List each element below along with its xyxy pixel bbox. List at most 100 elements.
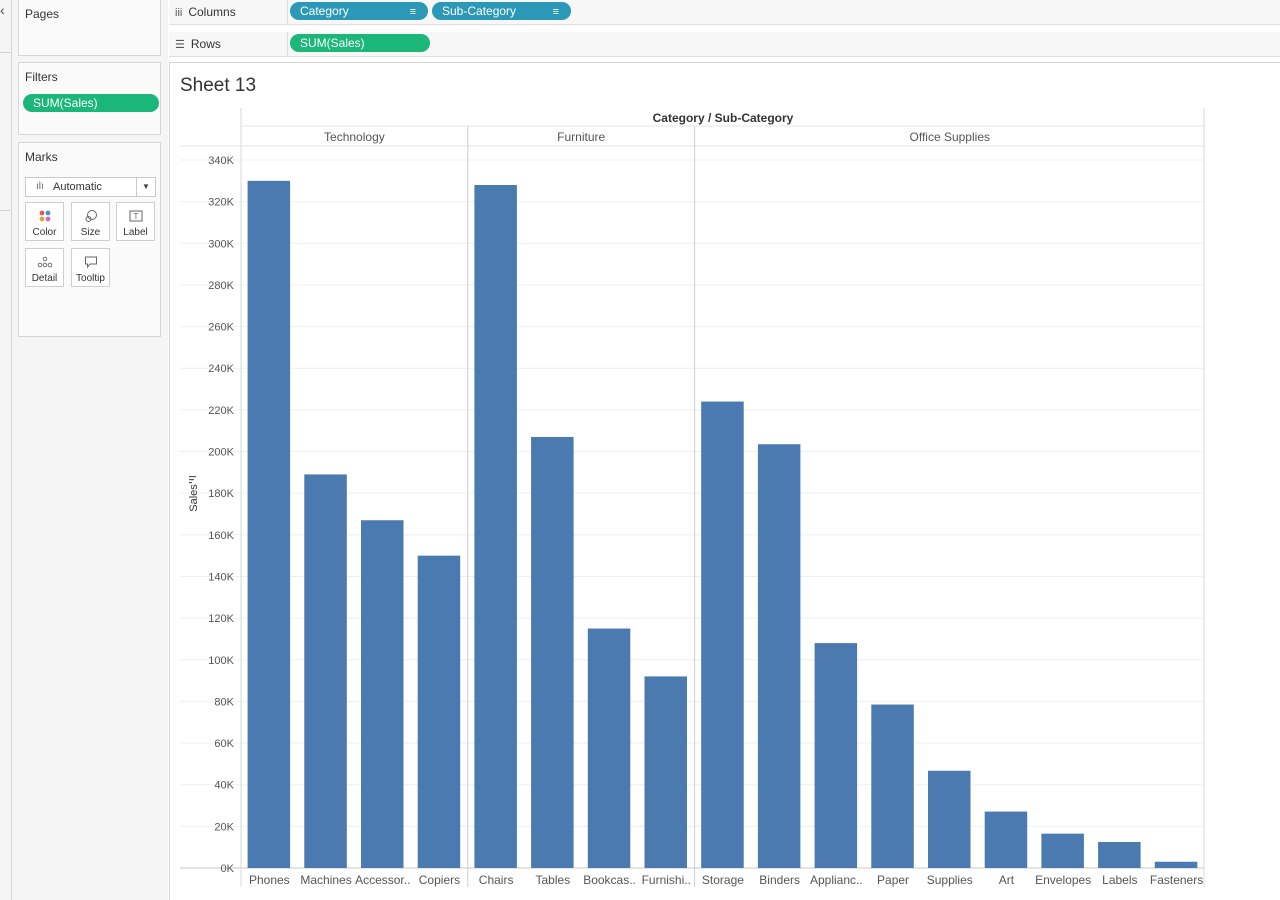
bar-accessor xyxy=(361,520,404,868)
pill-label: Category xyxy=(300,4,349,18)
row-pill-sum-sales[interactable]: SUM(Sales) xyxy=(290,34,430,52)
y-tick-label: 200K xyxy=(208,447,234,459)
x-tick-label: Supplies xyxy=(927,873,973,887)
marks-label-label: Label xyxy=(123,227,148,238)
marks-card: Marks ılı Automatic ▼ Color Size T Label xyxy=(18,142,161,337)
marks-tooltip-label: Tooltip xyxy=(76,273,105,284)
x-tick-label: Envelopes xyxy=(1035,873,1091,887)
y-tick-label: 120K xyxy=(208,613,234,625)
left-collapse-strip[interactable]: ‹ xyxy=(0,0,12,900)
x-axis-ticks: Phones Machines Accessor.. Copiers Chairs Tab… xyxy=(249,873,1203,887)
x-tick-label: Phones xyxy=(249,873,290,887)
chevron-down-icon[interactable]: ▼ xyxy=(136,178,155,196)
y-tick-label: 20K xyxy=(214,821,234,833)
bar-labels xyxy=(1098,841,1141,868)
sheet-title: Sheet 13 xyxy=(180,75,257,96)
x-tick-label: Paper xyxy=(877,873,909,887)
marks-size-button[interactable]: Size xyxy=(71,202,110,241)
x-tick-label: Binders xyxy=(759,873,800,887)
tooltip-bubble-icon xyxy=(72,255,109,272)
y-tick-label: 60K xyxy=(214,738,234,750)
collapse-chevron-icon[interactable]: ‹ xyxy=(0,2,5,18)
x-tick-label: Storage xyxy=(702,873,744,887)
marks-tooltip-button[interactable]: Tooltip xyxy=(71,248,110,287)
marks-color-label: Color xyxy=(32,227,57,238)
mark-type-value: Automatic xyxy=(53,181,102,193)
y-tick-label: 220K xyxy=(208,405,234,417)
bars xyxy=(247,180,1198,869)
column-pill-category[interactable]: Category ≡ xyxy=(290,2,428,20)
y-tick-label: 320K xyxy=(208,197,234,209)
filter-pill-sum-sales[interactable]: SUM(Sales) xyxy=(23,94,159,112)
x-tick-label: Machines xyxy=(300,873,351,887)
y-tick-label: 300K xyxy=(208,238,234,250)
bar-storage xyxy=(701,401,744,868)
y-tick-label: 340K xyxy=(208,155,234,167)
y-tick-label: 180K xyxy=(208,488,234,500)
y-tick-label: 160K xyxy=(208,530,234,542)
x-tick-label: Accessor.. xyxy=(355,873,410,887)
category-header-office-supplies: Office Supplies xyxy=(910,130,991,144)
bar-copiers xyxy=(417,555,461,868)
x-tick-label: Copiers xyxy=(419,873,460,887)
column-pill-sub-category[interactable]: Sub-Category ≡ xyxy=(432,2,571,20)
bar-binders xyxy=(757,444,801,868)
header-title: Category / Sub-Category xyxy=(653,111,794,125)
sort-icon xyxy=(189,476,196,484)
bar-supplies xyxy=(928,770,971,868)
rows-shelf[interactable]: ☰ Rows SUM(Sales) xyxy=(169,32,1280,57)
y-tick-label: 140K xyxy=(208,571,234,583)
category-headers: Technology Furniture Office Supplies xyxy=(324,130,990,144)
y-tick-label: 40K xyxy=(214,780,234,792)
bar-paper xyxy=(871,704,914,868)
columns-shelf-label: iii Columns xyxy=(175,5,236,19)
divider xyxy=(287,32,288,56)
pill-label: SUM(Sales) xyxy=(300,36,365,50)
marks-detail-button[interactable]: Detail xyxy=(25,248,64,287)
sort-descending-icon[interactable]: ≡ xyxy=(409,6,416,18)
text-label-icon: T xyxy=(117,209,154,226)
gridlines xyxy=(180,159,1204,869)
filters-title: Filters xyxy=(25,70,58,84)
detail-dots-icon xyxy=(26,255,63,272)
pages-title: Pages xyxy=(25,7,60,21)
y-tick-label: 80K xyxy=(214,696,234,708)
bar-applianc xyxy=(814,643,858,868)
x-tick-label: Furnishi.. xyxy=(642,873,691,887)
filter-pill-label: SUM(Sales) xyxy=(33,96,98,110)
rows-shelf-label: ☰ Rows xyxy=(175,37,221,51)
pages-card[interactable]: Pages xyxy=(18,0,161,56)
marks-label-button[interactable]: T Label xyxy=(116,202,155,241)
sort-descending-icon[interactable]: ≡ xyxy=(552,6,559,18)
bar-tables xyxy=(531,436,574,868)
filters-card[interactable]: Filters SUM(Sales) xyxy=(18,62,161,135)
x-tick-label: Art xyxy=(999,873,1015,887)
mark-type-dropdown[interactable]: ılı Automatic ▼ xyxy=(25,177,156,197)
marks-size-label: Size xyxy=(80,227,101,238)
columns-icon: iii xyxy=(175,7,183,19)
bar-chairs xyxy=(474,184,517,869)
marks-color-button[interactable]: Color xyxy=(25,202,64,241)
y-tick-label: 240K xyxy=(208,363,234,375)
y-axis-label: Sales xyxy=(188,484,200,512)
pill-label: Sub-Category xyxy=(442,4,517,18)
bar-phones xyxy=(247,180,291,868)
marks-title: Marks xyxy=(25,150,58,164)
category-header-furniture: Furniture xyxy=(557,130,605,144)
bar-machines xyxy=(304,474,347,868)
bar-bookcas xyxy=(587,628,631,868)
divider xyxy=(0,210,10,211)
svg-text:T: T xyxy=(133,212,138,221)
category-header-technology: Technology xyxy=(324,130,385,144)
bar-chart-icon: ılı xyxy=(36,181,44,192)
y-tick-label: 0K xyxy=(221,863,235,875)
bar-fasteners xyxy=(1154,861,1198,868)
divider xyxy=(287,0,288,24)
pane-dividers xyxy=(180,108,1205,887)
x-tick-label: Tables xyxy=(536,873,571,887)
columns-shelf[interactable]: iii Columns Category ≡ Sub-Category ≡ xyxy=(169,0,1280,25)
marks-detail-label: Detail xyxy=(31,273,58,284)
color-dots-icon xyxy=(26,209,63,226)
x-tick-label: Bookcas.. xyxy=(583,873,636,887)
y-tick-label: 100K xyxy=(208,655,234,667)
